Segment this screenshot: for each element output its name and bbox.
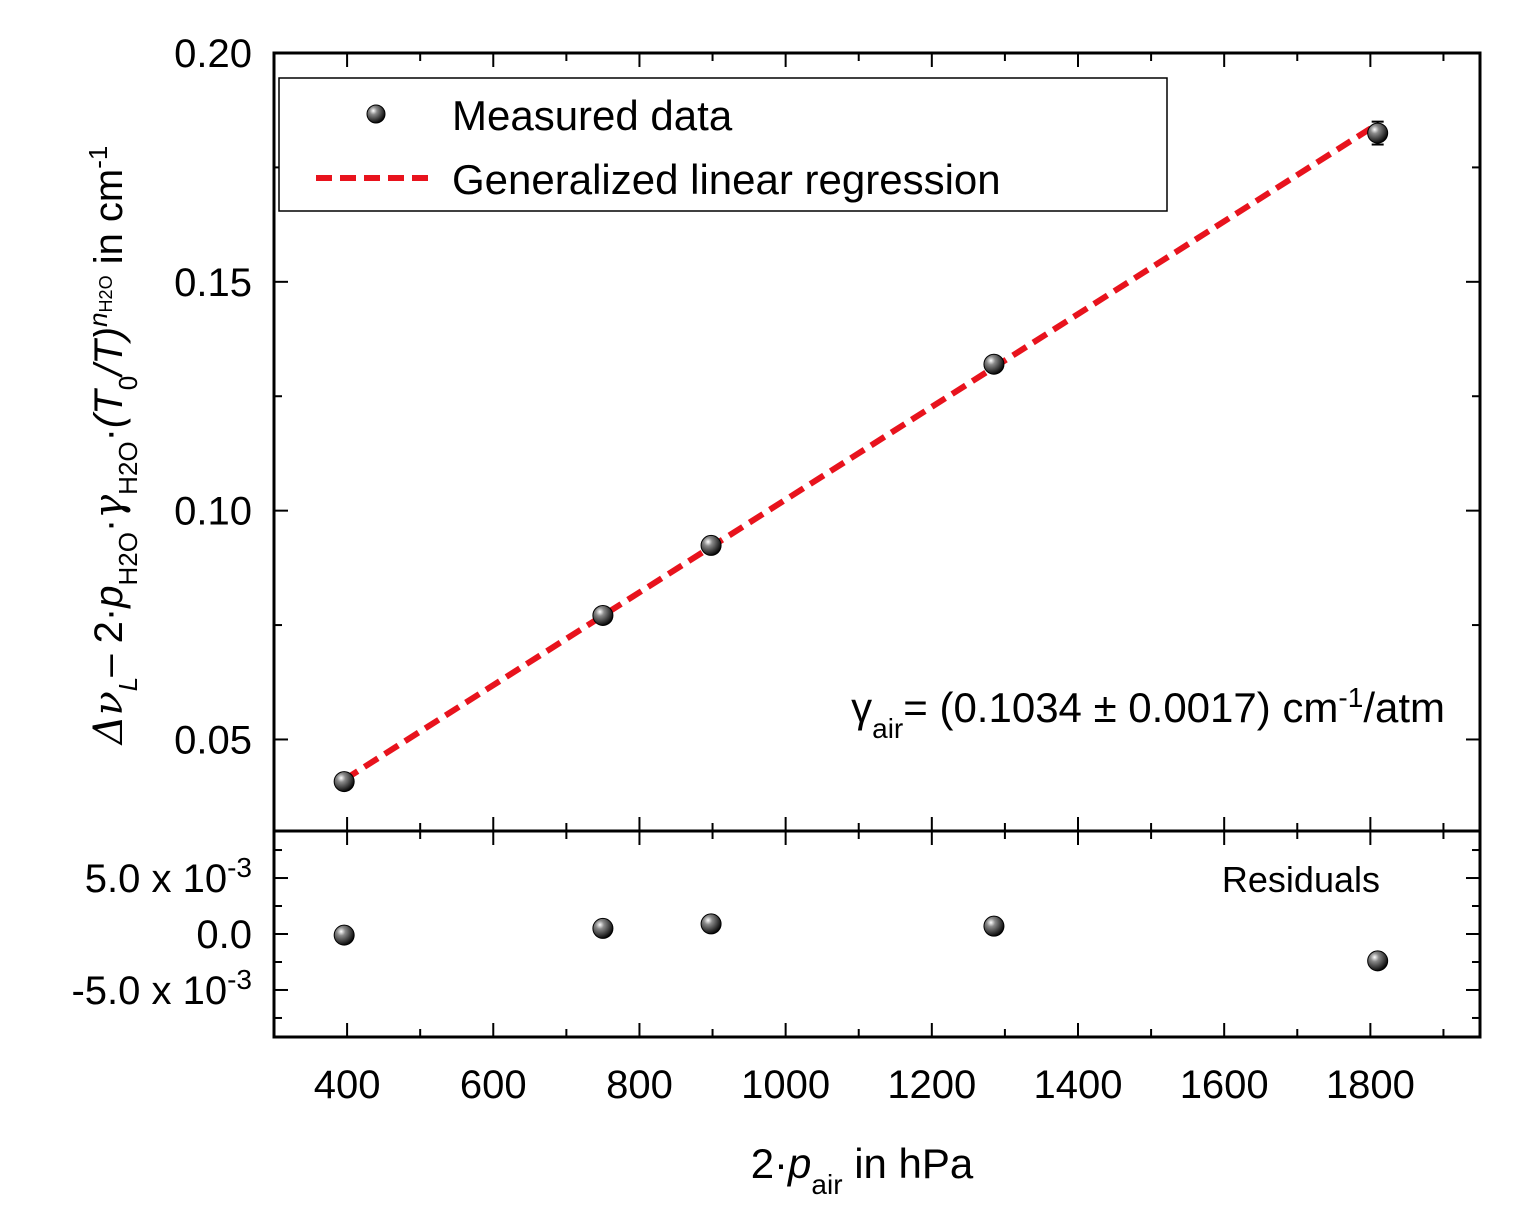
- ylabel-sub-0: 0: [113, 376, 143, 390]
- ylabel-part1: – 2·: [87, 608, 131, 677]
- annot-text1: = (0.1034 ± 0.0017) cm: [903, 684, 1338, 731]
- residual-point: [333, 924, 355, 946]
- annot-text2: /atm: [1363, 684, 1445, 731]
- ylabel-delta: Δν: [86, 691, 132, 746]
- residual-point: [1367, 950, 1389, 972]
- residual-points: [333, 913, 1389, 972]
- ylabel-dot2: ·: [87, 428, 131, 441]
- xlabel-suffix: in hPa: [843, 1140, 974, 1187]
- x-axis-label: 2·pair in hPa: [751, 1140, 974, 1200]
- ylabel-suffix: in cm: [87, 169, 131, 276]
- measured-data-point: [700, 534, 722, 556]
- legend-box: [278, 77, 1168, 212]
- ylabel-sup-unit: -1: [83, 146, 113, 169]
- x-tick-label: 1600: [1180, 1063, 1269, 1107]
- x-tick-label: 1200: [887, 1063, 976, 1107]
- residual-y-tick-label: -5.0 x 10-3: [71, 963, 252, 1013]
- axis-tick-labels: 400 600 800 1000 1200 1400 1600 1800 0.05 0.10 0.1…: [71, 32, 1414, 1107]
- annot-gamma: γ: [851, 684, 872, 731]
- residual-point: [700, 913, 722, 935]
- ylabel-dot: ·: [87, 519, 131, 532]
- measured-data-point: [592, 604, 614, 626]
- ylabel-sup-n: n: [83, 312, 113, 326]
- measured-data-point: [1367, 122, 1389, 144]
- y-tick-label: 0.10: [174, 490, 252, 534]
- residual-y-tick-label: 0.0: [196, 913, 252, 957]
- xlabel-prefix: 2·: [751, 1140, 788, 1187]
- x-tick-label: 800: [606, 1063, 673, 1107]
- ylabel-close: ): [87, 327, 131, 344]
- ylabel-sub-L: L: [113, 677, 143, 691]
- y-tick-label: 0.05: [174, 718, 252, 762]
- ylabel-sub-h2o-2: H2O: [113, 441, 143, 494]
- residual-y-tick-mantissa: 5.0 x 10: [85, 857, 227, 901]
- x-tick-label: 400: [314, 1063, 381, 1107]
- measured-data-point: [983, 353, 1005, 375]
- ylabel-sub-h2o-1: H2O: [113, 532, 143, 585]
- ylabel-sup-n-sub: H2O: [96, 275, 116, 312]
- legend: Measured data Generalized linear regress…: [278, 77, 1168, 212]
- gamma-air-annotation: γair= (0.1034 ± 0.0017) cm-1/atm: [851, 682, 1445, 744]
- measured-data-point: [333, 771, 355, 793]
- residual-point: [983, 915, 1005, 937]
- y-axis-label: ΔνL– 2·pH2O·γH2O·(T0/T)nH2O in cm-1: [83, 146, 143, 747]
- legend-marker-measured: [366, 104, 386, 124]
- xlabel-sub: air: [811, 1169, 842, 1200]
- ylabel-slash: /: [87, 361, 131, 379]
- legend-label-measured: Measured data: [452, 92, 733, 139]
- x-tick-label: 1400: [1034, 1063, 1123, 1107]
- x-tick-label: 1800: [1326, 1063, 1415, 1107]
- residual-y-tick-mantissa: 0.0: [196, 913, 252, 957]
- y-tick-label: 0.20: [174, 32, 252, 76]
- ylabel-T: T: [87, 338, 131, 365]
- x-tick-label: 1000: [741, 1063, 830, 1107]
- residual-point: [592, 917, 614, 939]
- residual-y-tick-exponent: -3: [227, 852, 252, 883]
- ylabel-T0: T: [87, 388, 131, 415]
- residuals-label: Residuals: [1222, 859, 1380, 900]
- ylabel-p: p: [87, 586, 131, 609]
- x-tick-label: 600: [460, 1063, 527, 1107]
- residual-y-tick-mantissa: -5.0 x 10: [71, 969, 227, 1013]
- measured-data-points: [333, 120, 1389, 793]
- ylabel-gamma: γ: [86, 495, 132, 519]
- annot-sub: air: [872, 713, 903, 744]
- y-tick-label: 0.15: [174, 261, 252, 305]
- ylabel-open: (: [87, 411, 131, 428]
- residual-y-tick-exponent: -3: [227, 963, 252, 994]
- xlabel-p: p: [786, 1140, 811, 1187]
- annot-sup: -1: [1338, 682, 1363, 713]
- legend-label-regression: Generalized linear regression: [452, 156, 1001, 203]
- residual-y-tick-label: 5.0 x 10-3: [85, 852, 252, 902]
- regression-line: [342, 121, 1380, 783]
